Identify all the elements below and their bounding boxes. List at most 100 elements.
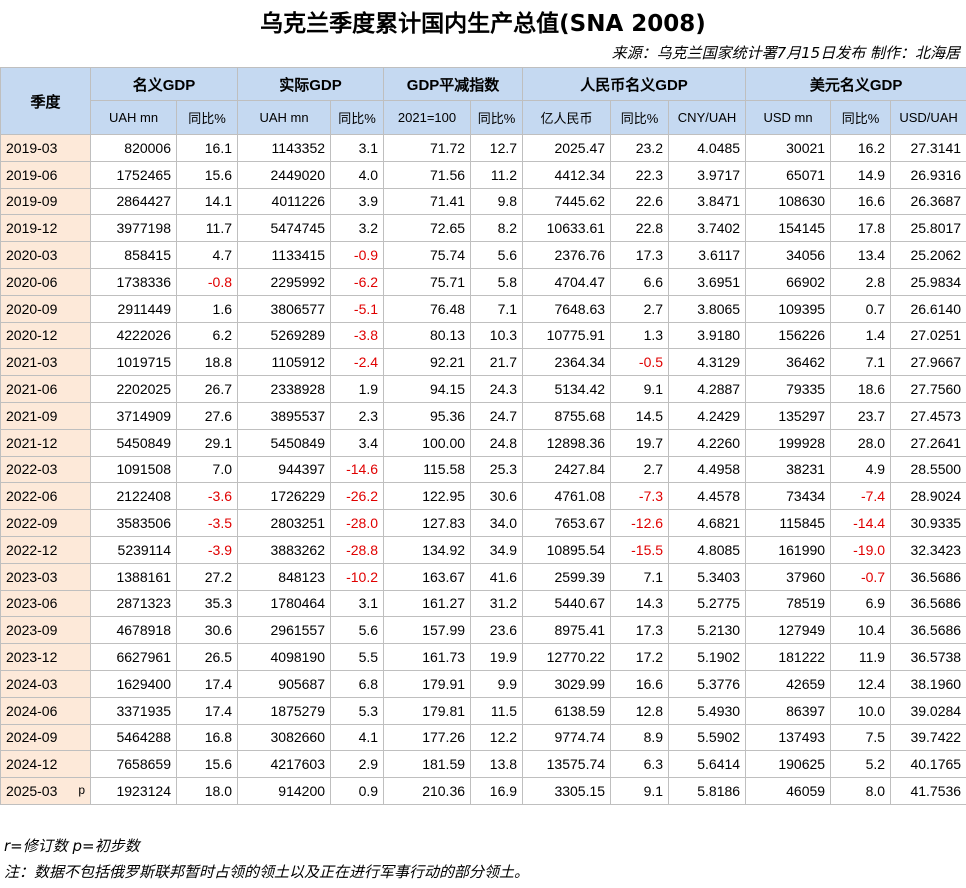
value-cell: 5.5: [330, 643, 385, 671]
value-cell: 5.8186: [668, 777, 747, 805]
value-cell: 3583506: [90, 509, 177, 537]
value-cell: 4.2429: [668, 401, 747, 430]
data-row: 2021-12 5450849 29.1 5450849 3.4 100.00 24.8 12…: [0, 428, 966, 457]
quarter: 2020-09: [6, 300, 58, 317]
value-cell: -7.3: [610, 482, 670, 511]
value-cell: 4761.08: [522, 482, 612, 511]
quarter-cell: 2021-06: [0, 375, 91, 403]
value-cell: -2.4: [330, 348, 385, 377]
value-cell: -3.9: [175, 535, 239, 564]
quarter-cell: 2019-03: [0, 134, 91, 162]
value-cell: 27.9667: [890, 348, 966, 377]
value-cell: -5.1: [330, 294, 385, 323]
value-cell: 199928: [745, 428, 832, 457]
value-cell: 30.6: [175, 616, 239, 645]
value-cell: 15.6: [175, 160, 239, 189]
value-cell: 127.83: [383, 509, 472, 537]
value-cell: 4.6821: [668, 509, 747, 537]
value-cell: 21.7: [470, 348, 524, 377]
value-cell: 13.8: [470, 750, 524, 779]
value-cell: 16.8: [175, 723, 239, 752]
value-cell: 12.4: [830, 669, 892, 698]
value-cell: 23.7: [830, 401, 892, 430]
data-row: 2022-09 3583506 -3.5 2803251 -28.0 127.83 34.0…: [0, 509, 966, 537]
value-cell: 5450849: [237, 428, 332, 457]
quarter: 2021-09: [6, 407, 58, 424]
quarter-cell: 2019-06: [0, 160, 91, 189]
quarter-cell: 2020-12: [0, 321, 91, 350]
value-cell: 13575.74: [522, 750, 612, 779]
value-cell: -3.8: [330, 321, 385, 350]
quarter-cell: 2023-09: [0, 616, 91, 645]
quarter: 2020-12: [6, 327, 58, 344]
quarter-cell: 2019-12: [0, 214, 91, 243]
value-cell: 7.1: [830, 348, 892, 377]
value-cell: 5.3: [330, 696, 385, 725]
value-cell: 1.3: [610, 321, 670, 350]
value-cell: 6.9: [830, 589, 892, 618]
value-cell: 92.21: [383, 348, 472, 377]
value-cell: 10.3: [470, 321, 524, 350]
value-cell: 2025.47: [522, 134, 612, 162]
value-cell: 10895.54: [522, 535, 612, 564]
value-cell: 26.9316: [890, 160, 966, 189]
unit-header: CNY/UAH: [668, 100, 747, 135]
header-row: 季度 名义GDP 实际GDP GDP平减指数 人民币名义GDP 美元名义GDP: [0, 67, 966, 135]
value-cell: 100.00: [383, 428, 472, 457]
value-cell: 2.8: [830, 267, 892, 296]
value-cell: 7.1: [470, 294, 524, 323]
value-cell: 4217603: [237, 750, 332, 779]
value-cell: -3.5: [175, 509, 239, 537]
data-row: 2021-09 3714909 27.6 3895537 2.3 95.36 24.7 875…: [0, 401, 966, 430]
quarter: 2021-12: [6, 434, 58, 451]
value-cell: 41.6: [470, 562, 524, 591]
value-cell: 40.1765: [890, 750, 966, 779]
value-cell: 41.7536: [890, 777, 966, 805]
unit-header: UAH mn: [237, 100, 332, 135]
value-cell: 9.1: [610, 375, 670, 403]
value-cell: 37960: [745, 562, 832, 591]
value-cell: 32.3423: [890, 535, 966, 564]
value-cell: 1875279: [237, 696, 332, 725]
group-header: GDP平减指数: [383, 67, 524, 101]
value-cell: 1752465: [90, 160, 177, 189]
value-cell: 72.65: [383, 214, 472, 243]
value-cell: 6627961: [90, 643, 177, 671]
value-cell: -0.8: [175, 267, 239, 296]
value-cell: 13.4: [830, 241, 892, 269]
value-cell: 181.59: [383, 750, 472, 779]
value-cell: 71.72: [383, 134, 472, 162]
value-cell: 17.4: [175, 669, 239, 698]
value-cell: 22.8: [610, 214, 670, 243]
value-cell: 9.1: [610, 777, 670, 805]
value-cell: 31.2: [470, 589, 524, 618]
value-cell: 5239114: [90, 535, 177, 564]
value-cell: 6.8: [330, 669, 385, 698]
value-cell: 6.6: [610, 267, 670, 296]
value-cell: 3.9: [330, 187, 385, 216]
value-cell: 75.71: [383, 267, 472, 296]
value-cell: -14.4: [830, 509, 892, 537]
value-cell: 12.7: [470, 134, 524, 162]
value-cell: 5474745: [237, 214, 332, 243]
data-row: 2020-06 1738336 -0.8 2295992 -6.2 75.71 5.8 470…: [0, 267, 966, 296]
value-cell: 820006: [90, 134, 177, 162]
value-cell: 3895537: [237, 401, 332, 430]
value-cell: 8.0: [830, 777, 892, 805]
value-cell: 1.6: [175, 294, 239, 323]
value-cell: 3.8471: [668, 187, 747, 216]
quarter: 2022-12: [6, 541, 58, 558]
quarter: 2023-03: [6, 568, 58, 585]
value-cell: 5.1902: [668, 643, 747, 671]
quarter: 2025-03: [6, 783, 58, 800]
quarter-cell: 2020-03: [0, 241, 91, 269]
value-cell: 10633.61: [522, 214, 612, 243]
value-cell: 163.67: [383, 562, 472, 591]
data-row: 2021-06 2202025 26.7 2338928 1.9 94.15 24.3 513…: [0, 375, 966, 403]
value-cell: 2202025: [90, 375, 177, 403]
data-row: 2020-12 4222026 6.2 5269289 -3.8 80.13 10.3 107…: [0, 321, 966, 350]
quarter-cell: 2023-12: [0, 643, 91, 671]
value-cell: 161990: [745, 535, 832, 564]
quarter: 2020-06: [6, 273, 58, 290]
value-cell: 3.9180: [668, 321, 747, 350]
